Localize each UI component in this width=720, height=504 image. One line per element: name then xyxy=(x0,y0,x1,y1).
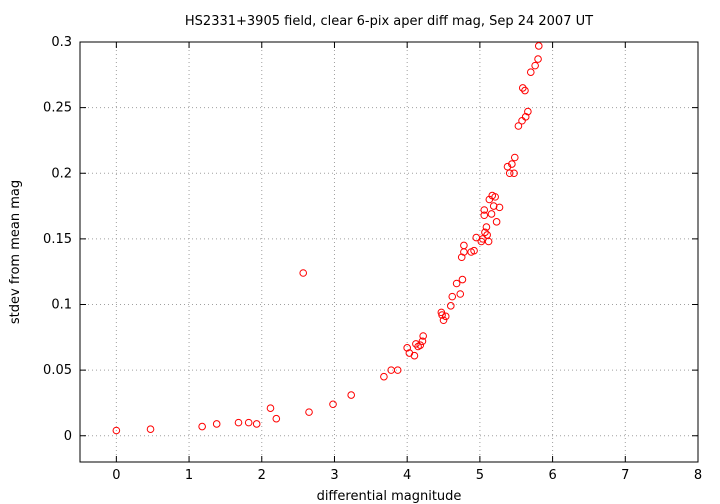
data-point xyxy=(447,302,455,310)
data-point xyxy=(505,169,514,178)
y-tick-label: 0.25 xyxy=(43,101,72,116)
data-point xyxy=(347,391,355,399)
y-tick-label: 0.05 xyxy=(43,363,72,378)
data-point xyxy=(212,420,221,428)
data-point xyxy=(456,290,465,298)
data-point xyxy=(481,228,489,237)
y-axis-label: stdev from mean mag xyxy=(8,180,23,324)
y-tick-label: 0.3 xyxy=(51,35,72,50)
data-point xyxy=(460,241,468,250)
data-point xyxy=(438,311,446,319)
data-point xyxy=(503,162,512,171)
grid-lines xyxy=(80,41,699,462)
x-tick-label: 4 xyxy=(403,468,411,483)
data-point xyxy=(414,342,422,351)
data-point xyxy=(448,292,457,301)
chart-title: HS2331+3905 field, clear 6-pix aper diff… xyxy=(185,14,593,29)
data-point xyxy=(299,269,308,277)
x-tick-label: 6 xyxy=(548,468,556,483)
data-point xyxy=(252,420,261,428)
data-point xyxy=(489,202,498,210)
data-point xyxy=(393,366,402,374)
data-point xyxy=(526,68,535,76)
data-point xyxy=(244,418,253,427)
data-point xyxy=(491,193,499,201)
data-point xyxy=(234,418,243,427)
data-point xyxy=(480,206,489,214)
data-point xyxy=(518,84,527,92)
x-tick-label: 5 xyxy=(476,468,484,483)
y-tick-label: 0.15 xyxy=(43,232,72,247)
x-tick-label: 3 xyxy=(330,468,338,483)
data-point xyxy=(329,400,337,409)
data-point xyxy=(487,210,496,218)
data-points xyxy=(112,42,543,435)
data-point xyxy=(518,116,526,125)
plot-frame xyxy=(79,41,699,463)
data-point xyxy=(439,316,448,325)
data-point xyxy=(531,61,539,70)
x-tick-label: 8 xyxy=(694,468,702,483)
data-point xyxy=(198,422,206,431)
data-point xyxy=(416,341,425,349)
data-point xyxy=(492,218,501,226)
y-tick-label: 0 xyxy=(64,429,72,444)
data-point xyxy=(524,107,532,116)
x-tick-label: 7 xyxy=(621,468,629,483)
data-point xyxy=(410,351,419,360)
x-tick-label: 0 xyxy=(112,468,120,483)
data-point xyxy=(534,42,543,50)
x-axis-label: differential magnitude xyxy=(317,489,462,504)
data-point xyxy=(146,425,155,433)
data-point xyxy=(521,86,529,95)
data-point xyxy=(419,332,427,340)
data-point xyxy=(418,337,427,346)
data-point xyxy=(521,113,530,121)
data-point xyxy=(380,372,388,381)
data-point xyxy=(403,344,411,352)
data-point xyxy=(441,312,450,321)
x-tick-label: 1 xyxy=(185,468,193,483)
data-point xyxy=(112,426,121,435)
x-tick-label: 2 xyxy=(258,468,266,483)
data-point xyxy=(484,237,493,246)
data-point xyxy=(480,211,489,220)
data-point xyxy=(510,153,519,162)
y-tick-label: 0.1 xyxy=(51,298,72,313)
y-tick-label: 0.2 xyxy=(51,166,72,181)
data-point xyxy=(508,160,516,168)
data-point xyxy=(458,275,467,284)
data-point xyxy=(272,414,281,423)
data-point xyxy=(305,408,313,416)
data-point xyxy=(457,253,466,262)
data-point xyxy=(510,169,518,178)
data-point xyxy=(452,279,461,288)
data-point xyxy=(514,122,523,130)
data-point xyxy=(482,223,491,231)
data-point xyxy=(495,203,504,212)
data-point xyxy=(534,55,542,63)
data-point xyxy=(266,404,275,412)
axis-ticks: 0 1 2 3 4 5 6 7 8 0 0.05 0.1 0.15 0.2 0.25 0.3 xyxy=(43,35,702,483)
data-point xyxy=(470,246,478,255)
data-point xyxy=(412,340,420,348)
